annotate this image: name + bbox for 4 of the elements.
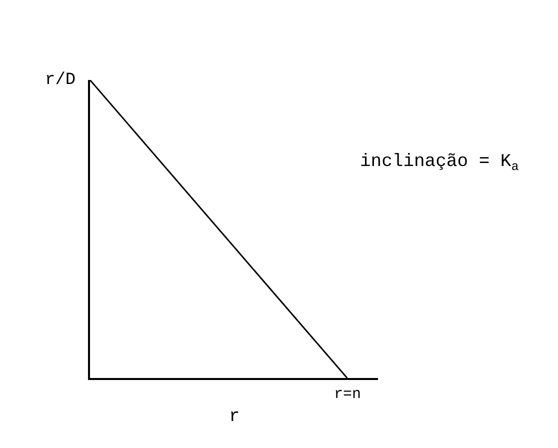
y-axis-title: r/D [45,71,76,90]
annotation: inclinação = K$_{a}$ [360,152,520,174]
x-axis-title: r [229,407,240,427]
text: r=n [334,386,362,403]
